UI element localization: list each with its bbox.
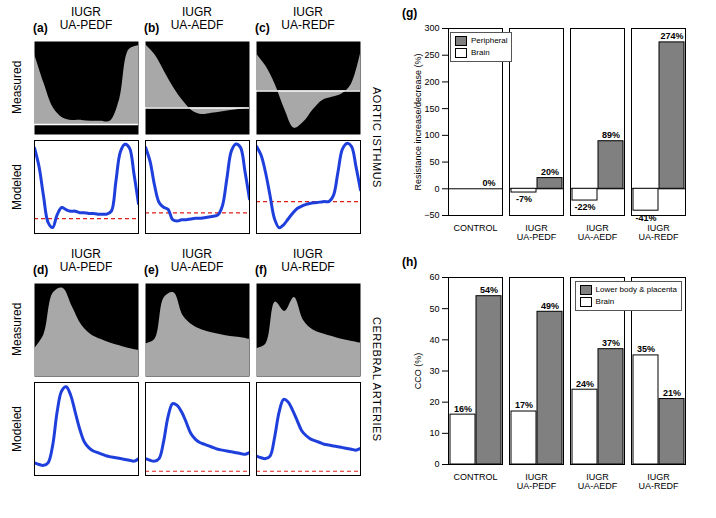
svg-text:50: 50 [429,157,439,167]
html-text:Measured: Measured [10,60,24,115]
svg-text:0: 0 [434,184,439,194]
svg-text:CONTROL: CONTROL [453,223,497,233]
html-text:Brain: Brain [595,297,615,306]
svg-text:50: 50 [429,304,439,314]
svg-text:89%: 89% [602,130,620,140]
svg-text:300: 300 [424,23,439,33]
html-text:IUGR: IUGR [182,5,212,19]
svg-text:0: 0 [434,459,439,469]
svg-text:IUGRUA-AEDF: IUGRUA-AEDF [578,223,618,242]
svg-text:35%: 35% [637,344,655,354]
html-text:IUGR: IUGR [293,5,323,19]
svg-text:100: 100 [424,130,439,140]
html-text:(b): (b) [144,21,160,35]
svg-text:0%: 0% [482,178,495,188]
svg-text:IUGRUA-PEDF: IUGRUA-PEDF [517,472,557,491]
html-text:(e): (e) [144,263,159,277]
html-text:IUGR: IUGR [182,247,212,261]
svg-text:37%: 37% [602,338,620,348]
html-text:(h): (h) [402,255,418,269]
svg-text:IUGRUA-AEDF: IUGRUA-AEDF [578,472,618,491]
html-text:UA-PEDF: UA-PEDF [59,18,113,32]
html-text:Peripheral: Peripheral [471,36,508,45]
html-text:UA-AEDF: UA-AEDF [170,18,224,32]
html-text:Brain: Brain [471,48,490,57]
html-text:(c): (c) [255,21,270,35]
html-text:UA-REDF: UA-REDF [281,18,335,32]
svg-text:17%: 17% [515,400,533,410]
html-text:UA-PEDF: UA-PEDF [59,260,113,274]
svg-text:30: 30 [429,366,439,376]
svg-text:-7%: -7% [516,194,532,204]
html-text:CEREBRAL ARTERIES: CEREBRAL ARTERIES [371,316,383,442]
html-text:(f): (f) [255,263,267,277]
svg-text:16%: 16% [454,404,472,414]
svg-text:54%: 54% [480,285,498,295]
svg-text:−50: −50 [424,210,439,220]
svg-text:IUGRUA-REDF: IUGRUA-REDF [639,223,680,242]
svg-text:20: 20 [429,397,439,407]
html-text:(g): (g) [402,6,418,20]
svg-text:274%: 274% [660,31,683,41]
svg-text:40: 40 [429,335,439,345]
svg-text:-22%: -22% [574,202,595,212]
svg-text:IUGRUA-REDF: IUGRUA-REDF [639,472,680,491]
svg-text:250: 250 [424,50,439,60]
svg-text:IUGRUA-PEDF: IUGRUA-PEDF [517,223,557,242]
svg-text:200: 200 [424,77,439,87]
html-text:IUGR: IUGR [293,247,323,261]
html-text:UA-REDF: UA-REDF [281,260,335,274]
svg-text:49%: 49% [541,301,559,311]
html-text:(a): (a) [33,21,48,35]
svg-text:Resistance increase/decrease (: Resistance increase/decrease (%) [413,53,423,190]
svg-text:10: 10 [429,428,439,438]
svg-text:CCO (%): CCO (%) [413,353,423,390]
html-text:Measured: Measured [10,302,24,357]
svg-text:-41%: -41% [635,213,656,223]
svg-text:21%: 21% [663,388,681,398]
html-text:Lower body & placenta: Lower body & placenta [595,285,677,294]
html-text:Modeled: Modeled [10,405,24,452]
svg-text:20%: 20% [541,167,559,177]
svg-text:24%: 24% [576,379,594,389]
html-text:Modeled: Modeled [10,163,24,210]
svg-text:60: 60 [429,272,439,282]
svg-text:150: 150 [424,104,439,114]
html-text:IUGR: IUGR [71,5,101,19]
html-text:IUGR: IUGR [71,247,101,261]
html-text:AORTIC ISTHMUS: AORTIC ISTHMUS [371,86,383,188]
svg-text:CONTROL: CONTROL [453,472,497,482]
html-text:(d): (d) [33,263,49,277]
html-text:UA-AEDF: UA-AEDF [170,260,224,274]
